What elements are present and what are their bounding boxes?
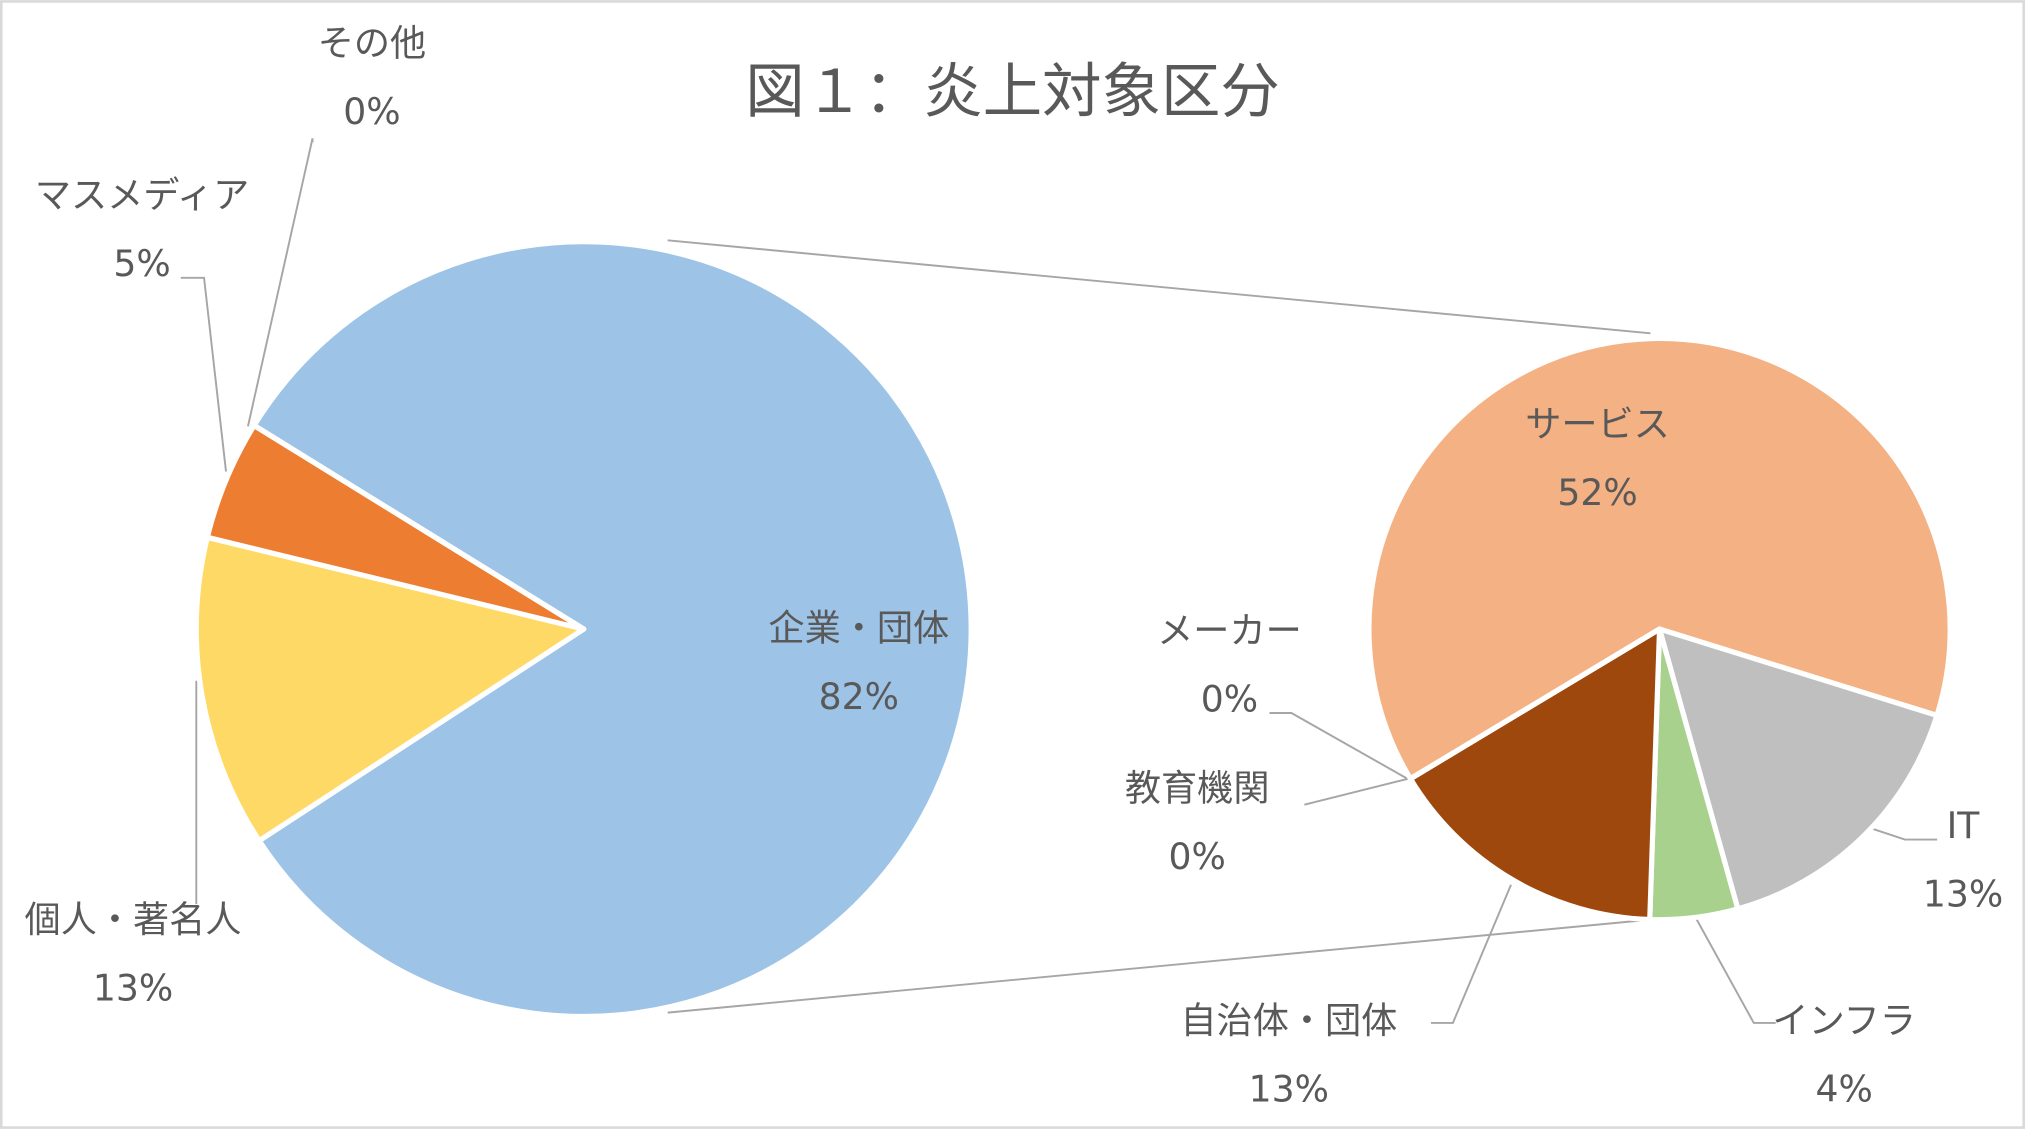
slice-label: 教育機関 [1125,767,1270,810]
chart-title: 図１：炎上対象区分 [745,58,1280,127]
value-label: 0% [343,90,400,133]
slice-label: 自治体・団体 [1180,999,1397,1042]
pie-slice [1407,626,1663,782]
value-label: 13% [93,967,173,1010]
slice-label: インフラ [1772,999,1916,1042]
connector-line [667,239,1651,335]
pie-slice [1366,335,1953,782]
leader-line [1690,910,1776,1024]
value-label: 13% [1249,1067,1329,1110]
pie-slice [1407,626,1663,923]
pie-slice [1656,626,1940,912]
slice-label: マスメディア [35,174,249,217]
leader-line [180,276,227,472]
value-label: 52% [1557,471,1637,514]
value-label: 4% [1816,1067,1873,1110]
slice-label: IT [1947,804,1981,847]
slice-label: サービス [1525,402,1670,445]
slice-label: 個人・著名人 [25,898,242,941]
slice-label: メーカー [1157,609,1302,652]
leader-line [1304,777,1408,806]
pie-slice [251,239,974,1020]
value-label: 0% [1168,835,1225,878]
leader-line [1430,884,1512,1024]
value-label: 0% [1201,677,1258,720]
slice-label: その他 [318,21,426,64]
leader-line [1269,712,1409,780]
pie-slice [193,534,587,844]
pie-slice [251,422,587,632]
leader-line [247,138,314,427]
leader-line [1865,825,1938,841]
slice-label: 企業・団体 [768,606,949,649]
value-label: 82% [819,675,899,718]
value-label: 13% [1923,872,2003,915]
connector-line [667,918,1651,1014]
value-label: 5% [113,242,170,285]
